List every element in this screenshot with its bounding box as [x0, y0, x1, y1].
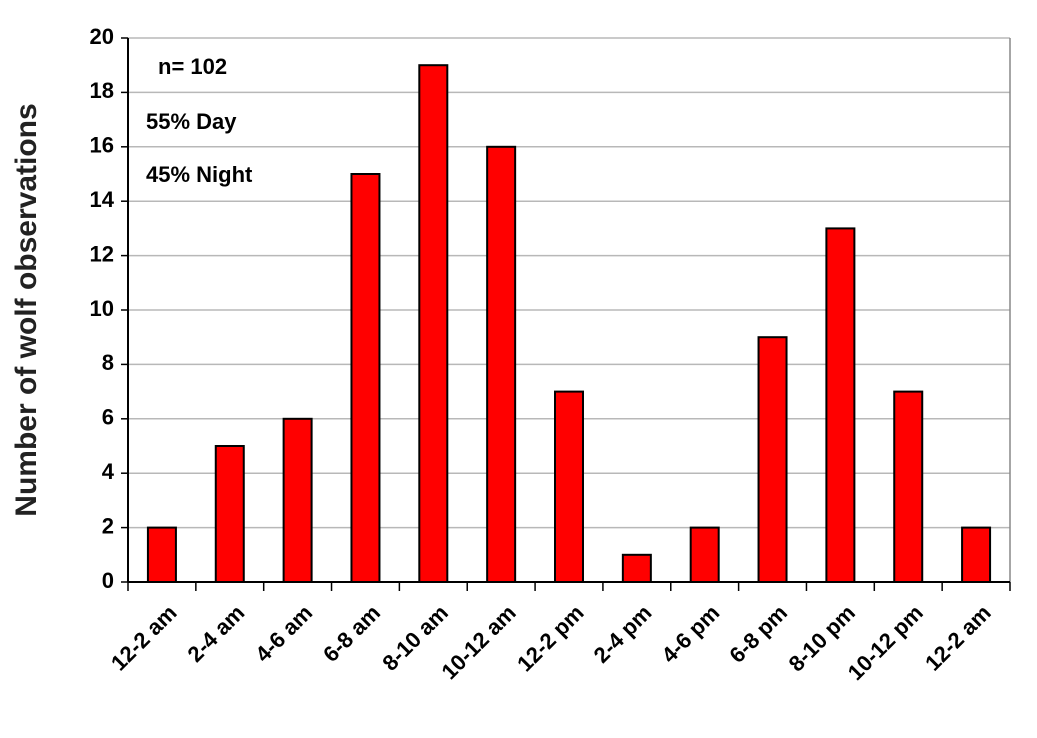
annotation: n= 102 — [158, 54, 227, 79]
y-tick-label: 6 — [102, 405, 114, 430]
x-tick-label: 10-12 pm — [843, 600, 928, 685]
y-tick-label: 4 — [102, 459, 115, 484]
bar — [689, 526, 720, 583]
x-tick-label: 4-6 pm — [657, 600, 725, 668]
x-tick-label: 2-4 pm — [589, 600, 657, 668]
y-tick-label: 12 — [90, 241, 114, 266]
bar — [486, 145, 517, 584]
bar — [893, 390, 924, 583]
x-tick-label: 12-2 am — [106, 600, 182, 676]
y-tick-label: 10 — [90, 296, 114, 321]
x-tick-label: 12-2 am — [920, 600, 996, 676]
bar — [621, 553, 652, 583]
bar — [146, 526, 177, 583]
y-tick-label: 8 — [102, 350, 114, 375]
bar — [214, 445, 245, 583]
x-tick-label: 2-4 am — [182, 600, 249, 667]
bar — [350, 173, 381, 583]
annotation: 45% Night — [146, 162, 253, 187]
bar — [825, 227, 856, 583]
x-tick-label: 10-12 am — [437, 600, 521, 684]
x-tick-label: 4-6 am — [250, 600, 317, 667]
bar — [554, 390, 584, 583]
x-tick-label: 6-8 pm — [724, 600, 792, 668]
y-tick-label: 2 — [102, 513, 114, 538]
bar — [757, 336, 788, 584]
x-tick-label: 12-2 pm — [512, 600, 588, 676]
y-tick-label: 20 — [90, 24, 114, 49]
bar — [418, 64, 449, 583]
y-tick-label: 14 — [90, 187, 115, 212]
bar — [961, 526, 992, 583]
y-tick-label: 16 — [90, 133, 114, 158]
y-axis-title: Number of wolf observations — [10, 103, 43, 516]
x-tick-label: 6-8 am — [318, 600, 385, 667]
y-tick-label: 18 — [90, 78, 114, 103]
bar — [282, 417, 313, 583]
annotation: 55% Day — [146, 109, 237, 134]
y-tick-label: 0 — [102, 568, 114, 593]
